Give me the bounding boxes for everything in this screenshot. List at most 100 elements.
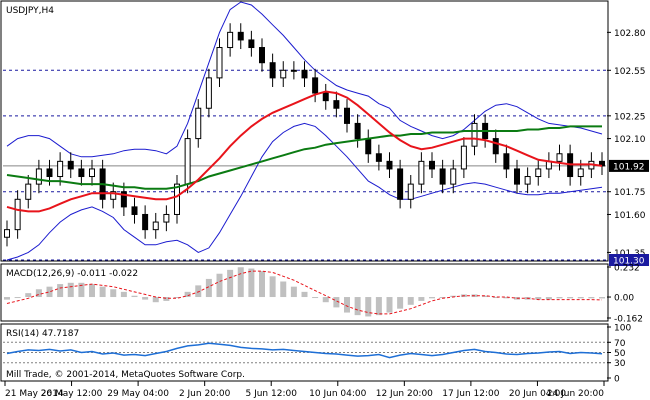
price-axis: 102.80 102.55 102.25 102.10 101.92 101.75 101.…	[607, 29, 649, 267]
candle-body-48	[514, 168, 520, 185]
macd-bar-42	[450, 295, 457, 298]
candle-body-14	[152, 221, 159, 231]
candle-body-19	[205, 77, 212, 109]
candle-body-34	[365, 138, 372, 155]
price-tick-label-6: 101.60	[614, 211, 646, 221]
macd-bar-6	[67, 282, 74, 298]
candle-body-21	[227, 31, 234, 49]
macd-bar-25	[269, 276, 276, 298]
macd-bar-45	[482, 295, 489, 298]
time-tick-label-9: 24 Jun 20:00	[547, 389, 604, 399]
macd-bar-52	[556, 297, 563, 299]
candle-body-36	[386, 160, 393, 170]
time-tick-label-7: 17 Jun 12:00	[442, 389, 499, 399]
candle-body-27	[290, 69, 297, 72]
candle-body-17	[184, 138, 191, 185]
macd-bar-15	[163, 297, 170, 301]
candle-body-25	[269, 62, 276, 79]
candle-body-47	[503, 153, 510, 170]
time-tick-label-6: 12 Jun 20:00	[376, 389, 433, 399]
candle-body-50	[535, 168, 542, 178]
candle-body-44	[471, 122, 478, 147]
macd-bar-2	[25, 293, 32, 298]
candle-body-49	[524, 176, 531, 185]
macd-bar-28	[301, 291, 308, 298]
candle-body-23	[248, 39, 255, 49]
candle-body-3	[35, 168, 42, 185]
upper-band-line	[6, 1, 603, 158]
macd-histogram	[4, 267, 605, 317]
candle-body-29	[312, 77, 319, 94]
macd-bar-54	[577, 297, 584, 299]
candle-body-20	[216, 47, 223, 79]
macd-bar-40	[429, 297, 435, 299]
candle-body-38	[407, 183, 414, 200]
footer-copyright: Mill Trade, © 2001-2014, MetaQuotes Soft…	[6, 370, 245, 380]
candle-body-11	[120, 191, 127, 208]
macd-bar-32	[344, 297, 350, 313]
candle-body-13	[142, 213, 149, 231]
macd-bar-16	[174, 297, 180, 299]
time-tick-label-4: 5 Jun 12:00	[245, 389, 297, 399]
macd-bar-50	[535, 297, 542, 300]
candle-body-41	[439, 168, 446, 185]
time-tick-label-1: 26 May 12:00	[41, 389, 103, 399]
macd-bar-38	[407, 297, 414, 305]
macd-bar-20	[216, 273, 223, 298]
candle-body-56	[599, 160, 605, 167]
price-tick-label-5: 101.75	[614, 188, 646, 198]
candle-body-7	[78, 168, 85, 178]
macd-bar-33	[354, 297, 361, 316]
candle-body-28	[301, 69, 308, 79]
moving-averages	[6, 90, 603, 213]
macd-bar-37	[397, 297, 404, 309]
macd-bar-19	[205, 278, 212, 298]
candle-body-37	[397, 168, 404, 200]
rsi-tick-label-4: 0	[614, 375, 620, 385]
price-tick-label-3: 102.10	[614, 135, 646, 145]
candle-body-26	[280, 69, 287, 79]
lower-band-line	[6, 122, 603, 261]
time-tick-label-2: 29 May 04:00	[107, 389, 169, 399]
macd-signal-line	[6, 270, 603, 315]
macd-bar-12	[131, 295, 138, 298]
price-tick-label-2: 102.25	[614, 112, 646, 122]
candle-body-24	[259, 47, 265, 64]
time-tick-label-5: 10 Jun 04:00	[309, 389, 366, 399]
candle-body-15	[163, 213, 170, 223]
macd-title: MACD(12,26,9) -0.011 -0.022	[6, 269, 138, 279]
macd-bar-29	[312, 297, 319, 299]
candle-body-6	[67, 160, 74, 170]
macd-bar-39	[418, 297, 425, 301]
macd-bar-13	[142, 297, 149, 300]
macd-bar-7	[78, 282, 85, 298]
time-tick-label-3: 2 Jun 20:00	[179, 389, 231, 399]
macd-axis: 0.232 0.00 -0.162	[607, 264, 643, 325]
candle-body-2	[25, 183, 32, 200]
candle-body-40	[429, 160, 435, 170]
candle-body-1	[14, 198, 21, 231]
macd-bar-23	[248, 268, 255, 298]
macd-bar-56	[599, 297, 605, 299]
macd-bar-1	[14, 297, 21, 299]
low-level-box	[609, 254, 649, 266]
macd-bar-46	[492, 297, 499, 299]
candle-body-52	[556, 153, 563, 162]
macd-bar-14	[152, 297, 159, 303]
macd-bar-30	[322, 297, 329, 303]
price-tick-label-0: 102.80	[614, 29, 646, 39]
macd-bar-22	[237, 267, 244, 298]
rsi-line	[6, 342, 603, 359]
macd-bar-11	[120, 291, 127, 298]
time-tick-label-8: 20 Jun 04:00	[509, 389, 566, 399]
macd-bar-21	[227, 269, 234, 298]
candle-body-46	[492, 138, 499, 155]
macd-tick-label-0: 0.232	[614, 264, 640, 274]
time-tick-label-0: 21 May 2014	[5, 389, 64, 399]
macd-bar-53	[567, 297, 574, 299]
candle-body-10	[110, 191, 117, 200]
macd-signal	[6, 270, 603, 315]
macd-bar-36	[386, 297, 393, 313]
